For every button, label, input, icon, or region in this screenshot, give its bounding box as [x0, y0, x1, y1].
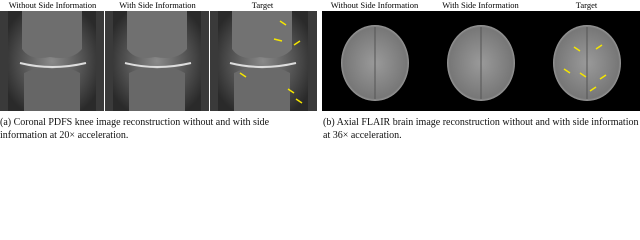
knee-image: [210, 11, 317, 111]
caption: (b) Axial FLAIR brain image reconstructi…: [323, 117, 639, 141]
brain-images: [322, 11, 640, 111]
image-label: Target: [575, 0, 598, 10]
image-label: With Side Information: [442, 0, 519, 10]
image-label: Without Side Information: [8, 0, 97, 10]
image-label: Target: [251, 0, 274, 10]
brain-image: [447, 25, 515, 101]
brain-image: [341, 25, 409, 101]
brain-image: [553, 25, 621, 101]
knee-image: [0, 11, 104, 111]
knee-image: [105, 11, 209, 111]
page: Without Side Information With Side Infor…: [0, 0, 640, 142]
image-label: Without Side Information: [330, 0, 419, 10]
annotation-arrows: [563, 44, 607, 92]
image-label: With Side Information: [119, 0, 196, 10]
annotation-arrows: [239, 20, 303, 104]
knee-images: [0, 11, 317, 111]
caption: (a) Coronal PDFS knee image reconstructi…: [0, 117, 270, 141]
